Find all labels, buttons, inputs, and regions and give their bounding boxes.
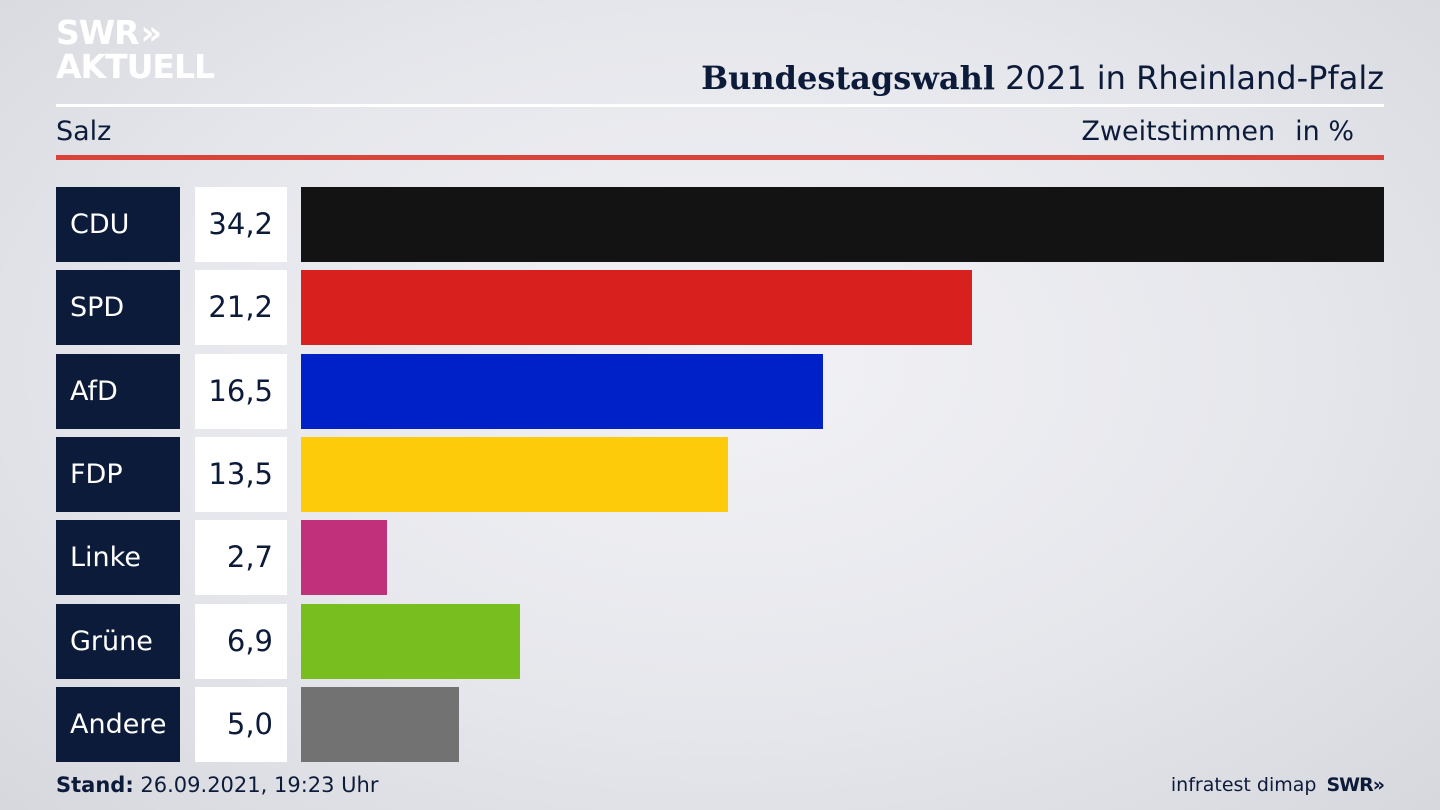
value-label: 21,2 [195, 270, 287, 345]
swr-small-logo: SWR» [1326, 774, 1385, 796]
bar-row: CDU 34,2 [56, 187, 1384, 262]
header-divider [56, 104, 1384, 107]
bar-row: AfD 16,5 [56, 354, 1384, 429]
bar [301, 437, 728, 512]
bar [301, 604, 520, 679]
value-label: 5,0 [195, 687, 287, 762]
value-label: 34,2 [195, 187, 287, 262]
chart-title: Bundestagswahl 2021 in Rheinland-Pfalz [701, 59, 1384, 97]
timestamp: Stand: 26.09.2021, 19:23 Uhr [56, 773, 379, 797]
bar-row: Grüne 6,9 [56, 604, 1384, 679]
party-label: FDP [56, 437, 180, 512]
value-label: 13,5 [195, 437, 287, 512]
bar [301, 187, 1384, 262]
bar [301, 687, 459, 762]
accent-divider [56, 155, 1384, 160]
bar [301, 520, 387, 595]
party-label: CDU [56, 187, 180, 262]
party-label: SPD [56, 270, 180, 345]
bar-row: SPD 21,2 [56, 270, 1384, 345]
bar [301, 270, 972, 345]
party-label: Linke [56, 520, 180, 595]
value-label: 6,9 [195, 604, 287, 679]
value-label: 2,7 [195, 520, 287, 595]
source-credit: infratest dimap SWR» [1170, 774, 1385, 796]
party-label: Andere [56, 687, 180, 762]
metric-label: Zweitstimmen in % [1081, 116, 1354, 147]
party-label: AfD [56, 354, 180, 429]
bar-row: Andere 5,0 [56, 687, 1384, 762]
region-name: Salz [56, 116, 112, 147]
bar-row: Linke 2,7 [56, 520, 1384, 595]
swr-aktuell-logo: SWR» AKTUELL [56, 13, 215, 86]
party-label: Grüne [56, 604, 180, 679]
bar-row: FDP 13,5 [56, 437, 1384, 512]
value-label: 16,5 [195, 354, 287, 429]
bar [301, 354, 823, 429]
